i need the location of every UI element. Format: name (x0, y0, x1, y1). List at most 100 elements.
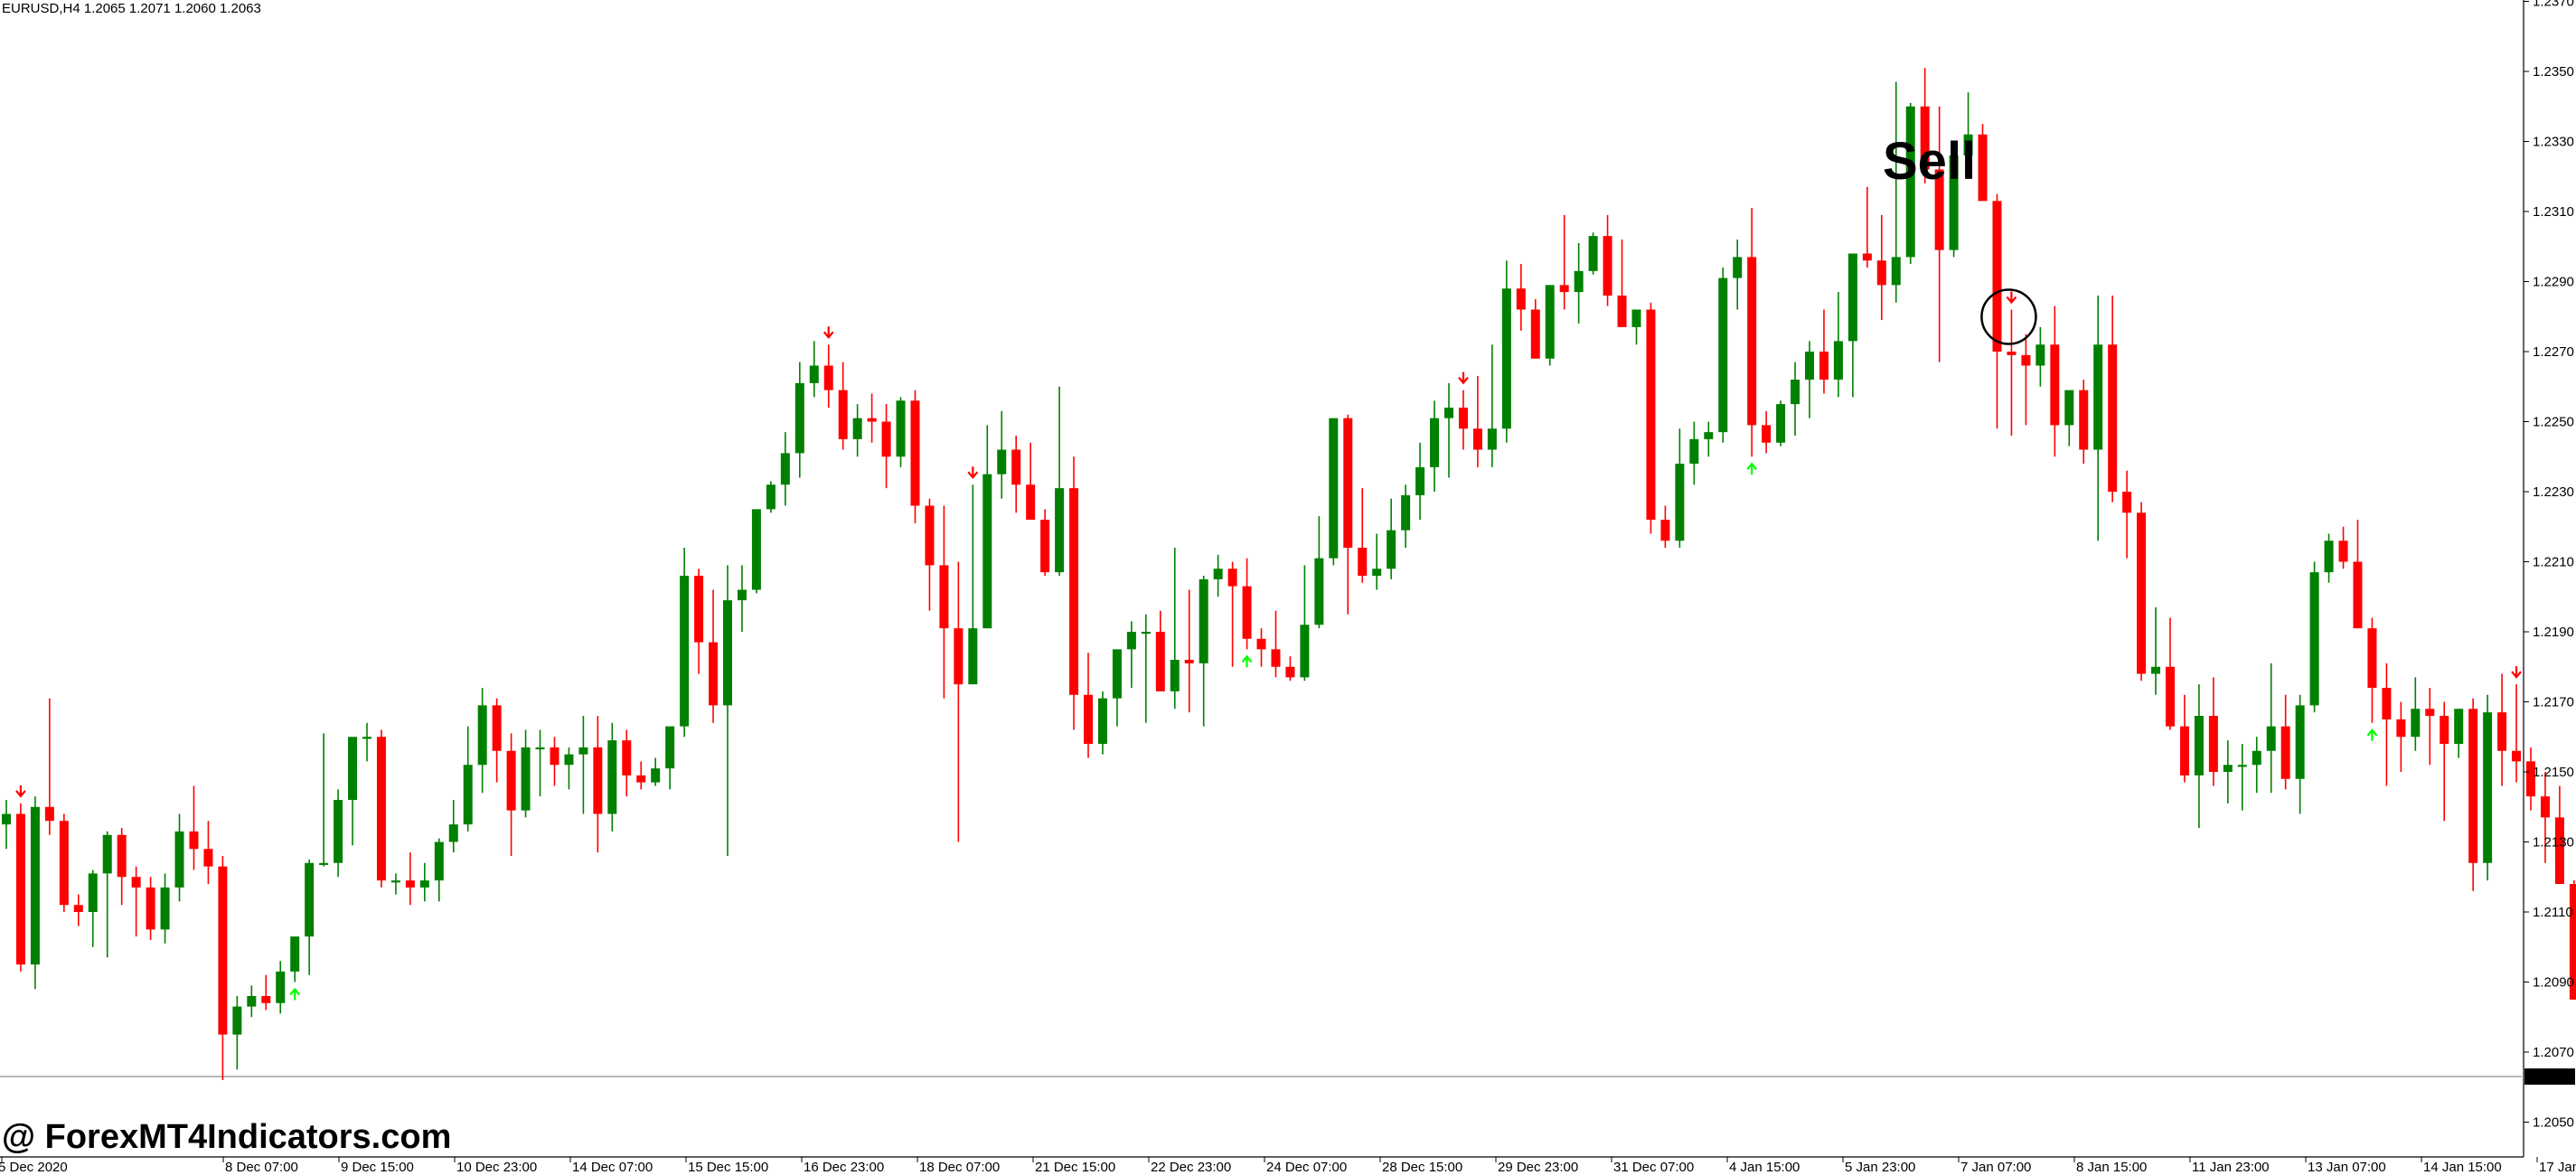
candle-body (766, 484, 776, 510)
candle-body (780, 453, 790, 485)
sell-arrow-head (967, 471, 979, 479)
candle-body (2569, 884, 2576, 1000)
candle-body (362, 737, 371, 739)
candle-body (622, 740, 632, 776)
candle-body (1992, 201, 2002, 352)
sell-annotation-circle (1980, 288, 2037, 345)
candle-body (1430, 418, 1440, 467)
candle-body (218, 866, 228, 1035)
candle-body (751, 509, 761, 590)
candle-body (896, 400, 906, 457)
candle-body (2483, 712, 2493, 863)
candle-body (348, 737, 358, 800)
candle-body (939, 565, 949, 629)
candle-body (1026, 484, 1036, 520)
time-tick-label: 17 Jan 23:00 (2539, 1160, 2576, 1175)
candle-body (131, 877, 141, 888)
candle-body (578, 747, 588, 755)
candle-body (1704, 432, 1714, 439)
price-tick-label: 1.2050 (2533, 1115, 2574, 1131)
candle-body (2526, 761, 2535, 797)
time-tick-label: 8 Jan 15:00 (2076, 1160, 2147, 1175)
candle-body (1516, 288, 1526, 310)
time-tick-label: 4 Jan 15:00 (1729, 1160, 1800, 1175)
price-tick-label: 1.2310 (2533, 204, 2574, 220)
candle-body (1069, 488, 1079, 695)
candle-body (954, 628, 964, 685)
sell-arrow-head (2006, 296, 2017, 305)
candle-body (881, 421, 891, 457)
time-tick-label: 9 Dec 15:00 (341, 1160, 414, 1175)
candle-body (535, 747, 545, 750)
candle-body (1401, 494, 1411, 531)
candle-body (44, 806, 54, 822)
candle-body (1660, 520, 1670, 541)
candle-body (1126, 632, 1136, 650)
candle-body (2440, 716, 2449, 744)
candle-body (838, 390, 848, 439)
candle-body (1040, 520, 1050, 573)
current-price-label: 1.2063 (2528, 1069, 2570, 1085)
candle-body (521, 747, 531, 811)
candle-body (2093, 344, 2103, 450)
time-tick-label: 24 Dec 07:00 (1266, 1160, 1347, 1175)
candle-body (203, 849, 213, 867)
candle-body (2497, 712, 2507, 751)
candle-body (73, 905, 83, 912)
candle-body (1343, 418, 1353, 548)
price-tick-label: 1.2270 (2533, 344, 2574, 360)
candle-body (15, 813, 25, 965)
sell-arrow-icon (2511, 666, 2522, 679)
candle-body (448, 824, 458, 842)
candle-body (1256, 638, 1266, 650)
price-tick-label: 1.2110 (2533, 905, 2573, 920)
candle-body (2007, 352, 2017, 355)
candle-body (550, 747, 559, 766)
candle-body (1891, 257, 1901, 286)
candle-body (2108, 344, 2118, 492)
candle-body (2122, 492, 2132, 513)
candle-body (2295, 705, 2305, 779)
candle-body (910, 400, 920, 506)
candle-body (1155, 632, 1165, 691)
candle-body (290, 936, 300, 972)
time-tick-label: 21 Dec 15:00 (1035, 1160, 1115, 1175)
time-tick-label: 15 Dec 15:00 (688, 1160, 768, 1175)
candle-body (1227, 569, 1237, 587)
candle-body (1646, 309, 1656, 520)
time-tick-label: 8 Dec 07:00 (225, 1160, 298, 1175)
candle-body (1271, 649, 1281, 667)
candle-body (146, 887, 155, 930)
candle-body (463, 765, 473, 825)
candle-body (2166, 666, 2175, 727)
candle-body (1184, 660, 1194, 663)
buy-arrow-head (1746, 462, 1758, 470)
price-tick-label: 1.2210 (2533, 555, 2574, 570)
candle-body (2425, 709, 2435, 716)
candle-body (1387, 530, 1396, 569)
candle-body (636, 775, 646, 783)
candle-body (434, 841, 444, 881)
price-tick-label: 1.2170 (2533, 695, 2574, 710)
candle-body (334, 800, 343, 863)
symbol-info-header: EURUSD,H4 1.2065 1.2071 1.2060 1.2063 (2, 1, 261, 16)
candle-body (1876, 260, 1886, 286)
candle-body (1747, 257, 1757, 426)
candle-body (1213, 569, 1223, 579)
candle-body (477, 705, 487, 766)
time-tick-label: 28 Dec 15:00 (1382, 1160, 1462, 1175)
price-tick-label: 1.2350 (2533, 64, 2574, 80)
candle-body (968, 628, 978, 685)
time-tick-label: 11 Jan 23:00 (2192, 1160, 2270, 1175)
buy-arrow-head (1241, 654, 1253, 663)
candle-body (2468, 709, 2478, 863)
candle-body (1487, 428, 1497, 450)
candle-body (1055, 488, 1065, 573)
time-tick-label: 16 Dec 23:00 (804, 1160, 884, 1175)
candle-body (737, 589, 747, 601)
sell-annotation-group (1980, 288, 2037, 345)
candle-body (1949, 155, 1959, 250)
